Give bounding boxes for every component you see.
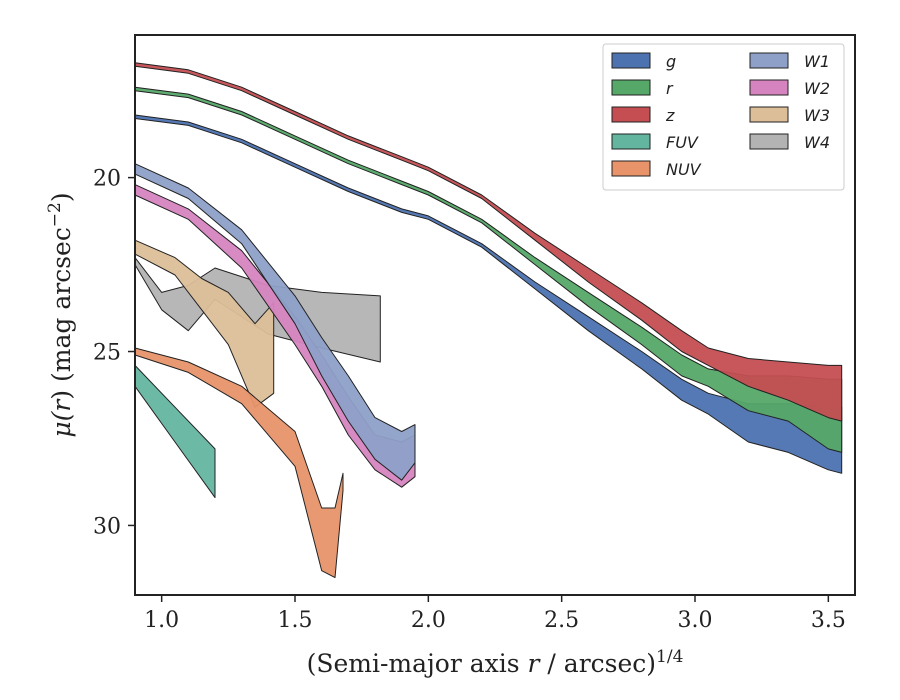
band-z [134, 62, 843, 422]
x-tick-label: 3.5 [811, 608, 846, 633]
band-g [134, 114, 843, 474]
legend-swatch-r [611, 79, 651, 96]
x-tick-label: 1.0 [144, 608, 179, 633]
x-tick-label: 1.5 [278, 608, 313, 633]
band-fuv [134, 364, 216, 499]
plot-frame [134, 34, 856, 596]
x-axis-ticks: 1.0 1.5 2.0 2.5 3.0 3.5 [144, 595, 846, 633]
legend-swatch-z [611, 106, 651, 123]
legend-swatch-fuv [611, 133, 651, 150]
legend-label-w3: W3 [804, 106, 830, 125]
y-axis-ticks: 20 25 30 [93, 167, 135, 539]
band-r [134, 86, 843, 453]
legend-label-g: g [666, 52, 676, 71]
band-w3 [134, 239, 275, 408]
legend-label-nuv: NUV [666, 160, 702, 179]
y-tick-label: 20 [93, 167, 121, 192]
legend-swatch-w1 [749, 52, 789, 69]
band-w1 [134, 163, 416, 481]
legend-label-w1: W1 [804, 52, 830, 71]
legend-label-z: z [665, 106, 675, 125]
series-bands [134, 62, 843, 579]
legend-label-w2: W2 [804, 79, 830, 98]
legend-swatch-g [611, 52, 651, 69]
legend-swatch-w4 [749, 133, 789, 150]
legend: grz FUV NUV W1 W2 W3 W4 [602, 43, 845, 191]
legend-label-fuv: FUV [666, 133, 699, 152]
band-nuv [134, 347, 344, 579]
y-tick-label: 30 [93, 514, 121, 539]
legend-swatch-w3 [749, 106, 789, 123]
x-axis-label: (Semi-major axis r / arcsec)1/4 [307, 647, 684, 678]
x-tick-label: 3.0 [678, 608, 713, 633]
legend-swatch-nuv [611, 160, 651, 177]
y-tick-label: 25 [93, 341, 121, 366]
legend-label-w4: W4 [804, 133, 830, 152]
legend-swatch-w2 [749, 79, 789, 96]
x-tick-label: 2.0 [411, 608, 446, 633]
legend-label-r: r [666, 79, 674, 98]
y-axis-label: μ(r) (mag arcsec−2) [45, 192, 76, 437]
x-tick-label: 2.5 [544, 608, 579, 633]
